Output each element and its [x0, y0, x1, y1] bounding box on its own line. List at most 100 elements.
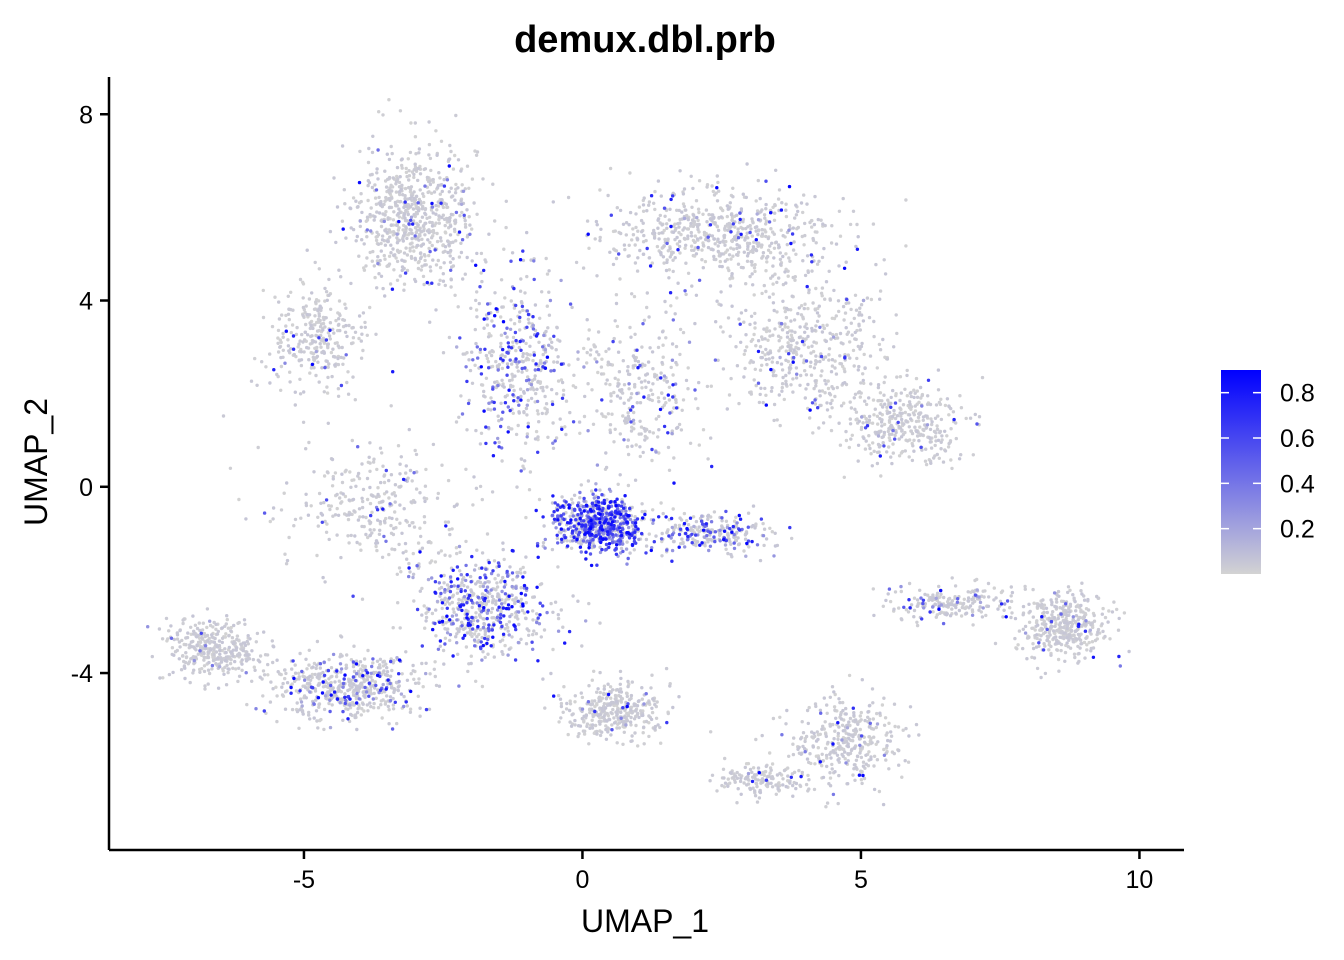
cell-point: [912, 413, 916, 417]
cell-point: [689, 174, 693, 178]
cell-point: [736, 542, 741, 547]
cell-point: [559, 701, 564, 706]
cell-point: [333, 341, 337, 345]
cell-point: [1092, 613, 1096, 618]
cell-point: [817, 426, 821, 430]
cell-point: [657, 231, 661, 236]
cell-point: [435, 208, 439, 212]
cell-point: [732, 519, 737, 523]
cell-point: [390, 151, 394, 156]
cell-point: [570, 497, 574, 501]
cell-point: [784, 349, 788, 353]
cell-point: [743, 366, 747, 371]
cell-point: [297, 671, 301, 675]
cell-point: [696, 227, 700, 232]
cell-point: [1016, 643, 1020, 647]
cell-point: [525, 368, 529, 372]
cell-point: [705, 384, 710, 389]
cell-point: [645, 372, 650, 376]
cell-point: [590, 718, 594, 722]
cell-point: [843, 311, 848, 315]
cell-point: [284, 324, 288, 328]
cell-point: [203, 687, 207, 691]
cell-point: [633, 358, 638, 363]
cell-point: [507, 378, 512, 383]
cell-point: [863, 399, 867, 403]
cell-point: [389, 473, 394, 477]
cell-point: [832, 705, 837, 709]
cell-point: [516, 369, 520, 373]
cell-point: [227, 634, 231, 638]
cell-point: [275, 694, 279, 698]
cell-point: [1057, 669, 1061, 673]
cell-point: [925, 402, 930, 407]
cell-point: [648, 346, 652, 350]
cell-point: [654, 534, 658, 538]
cell-point: [735, 770, 739, 775]
cell-point: [329, 350, 334, 355]
cell-point: [784, 202, 788, 206]
cell-point: [793, 330, 797, 334]
cell-point: [524, 555, 528, 559]
cell-point: [361, 499, 365, 504]
cell-point: [585, 219, 590, 223]
cell-point: [718, 206, 723, 210]
cell-point: [675, 208, 679, 212]
cell-point: [788, 349, 793, 353]
cell-point: [428, 215, 432, 219]
cell-point: [467, 215, 471, 219]
cell-point: [299, 516, 303, 520]
cell-point: [629, 705, 633, 710]
cell-point: [315, 354, 320, 359]
cell-point: [454, 420, 459, 424]
cell-point: [404, 170, 409, 175]
cell-point: [617, 370, 622, 374]
cell-point: [938, 430, 942, 435]
cell-point: [473, 363, 477, 367]
cell-point: [751, 360, 755, 364]
cell-point: [619, 546, 624, 551]
cell-point: [316, 360, 320, 364]
cell-point: [343, 330, 348, 334]
cell-point: [690, 284, 694, 288]
cell-point: [871, 441, 875, 445]
cell-point: [368, 461, 372, 465]
cell-point: [503, 354, 507, 359]
cell-point: [490, 319, 494, 323]
cell-point: [786, 341, 790, 345]
cell-point: [858, 306, 862, 310]
cell-point: [640, 502, 644, 506]
cell-point: [828, 331, 832, 335]
cell-point: [871, 222, 876, 226]
cell-point: [322, 727, 326, 732]
cell-point: [614, 293, 619, 297]
cell-point: [629, 392, 634, 396]
cell-point: [463, 272, 467, 276]
cell-point: [559, 716, 563, 720]
cell-point: [641, 240, 646, 244]
cell-point: [403, 196, 407, 201]
cell-point: [417, 677, 421, 681]
cell-point: [1090, 640, 1095, 644]
cell-point: [402, 694, 406, 699]
cell-point: [303, 310, 307, 315]
cell-point: [839, 404, 844, 408]
cell-point: [461, 352, 465, 356]
cell-point: [811, 301, 815, 305]
cell-point: [198, 670, 202, 674]
cell-point: [667, 276, 671, 280]
cell-point: [329, 504, 333, 508]
cell-point: [573, 723, 577, 727]
cell-point: [379, 224, 384, 229]
cell-point: [392, 526, 396, 531]
cell-point: [484, 602, 489, 606]
cell-point: [188, 680, 192, 685]
cell-point: [405, 174, 409, 179]
cell-point: [237, 497, 241, 502]
cell-point: [247, 657, 252, 661]
cell-point: [349, 485, 353, 489]
cell-point: [824, 805, 828, 809]
cell-point: [780, 328, 785, 332]
cell-point: [463, 218, 467, 223]
cell-point: [904, 244, 908, 248]
